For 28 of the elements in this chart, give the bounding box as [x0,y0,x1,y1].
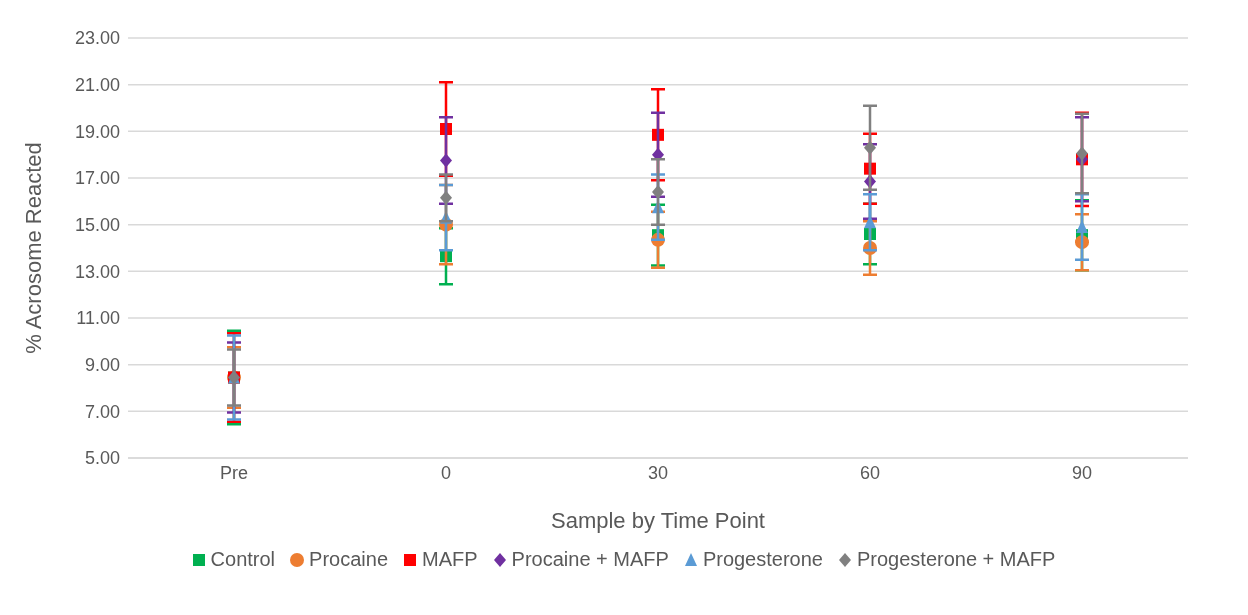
x-tick-label: 90 [1071,462,1093,483]
point [440,190,452,205]
legend-label: MAFP [422,548,478,571]
point [1076,146,1088,161]
y-tick-label: 19.00 [74,121,120,142]
y-tick-label: 15.00 [74,215,120,236]
point [440,153,452,168]
y-tick-label: 23.00 [74,28,120,49]
x-tick-label: Pre [219,462,249,483]
x-tick-label: 30 [647,462,669,483]
legend-label: Procaine + MAFP [511,548,669,571]
y-tick-label: 11.00 [76,308,120,329]
y-tick-label: 9.00 [84,355,120,376]
legend-label: Procaine [309,548,389,571]
y-axis-title: % Acrosome Reacted [20,142,46,354]
y-tick-label: 13.00 [74,261,120,282]
point [652,185,664,199]
legend-label: Progesterone + MAFP [856,548,1056,571]
y-tick-label: 21.00 [74,75,120,96]
y-tick-label: 5.00 [84,448,120,469]
x-tick-label: 0 [440,462,452,483]
legend-label: Control [210,548,276,571]
x-tick-label: 60 [859,462,881,483]
x-axis-title: Sample by Time Point [551,508,765,533]
y-tick-label: 7.00 [84,401,120,422]
point [864,140,876,155]
y-tick-label: 17.00 [74,168,120,189]
legend-label: Progesterone [702,548,823,571]
